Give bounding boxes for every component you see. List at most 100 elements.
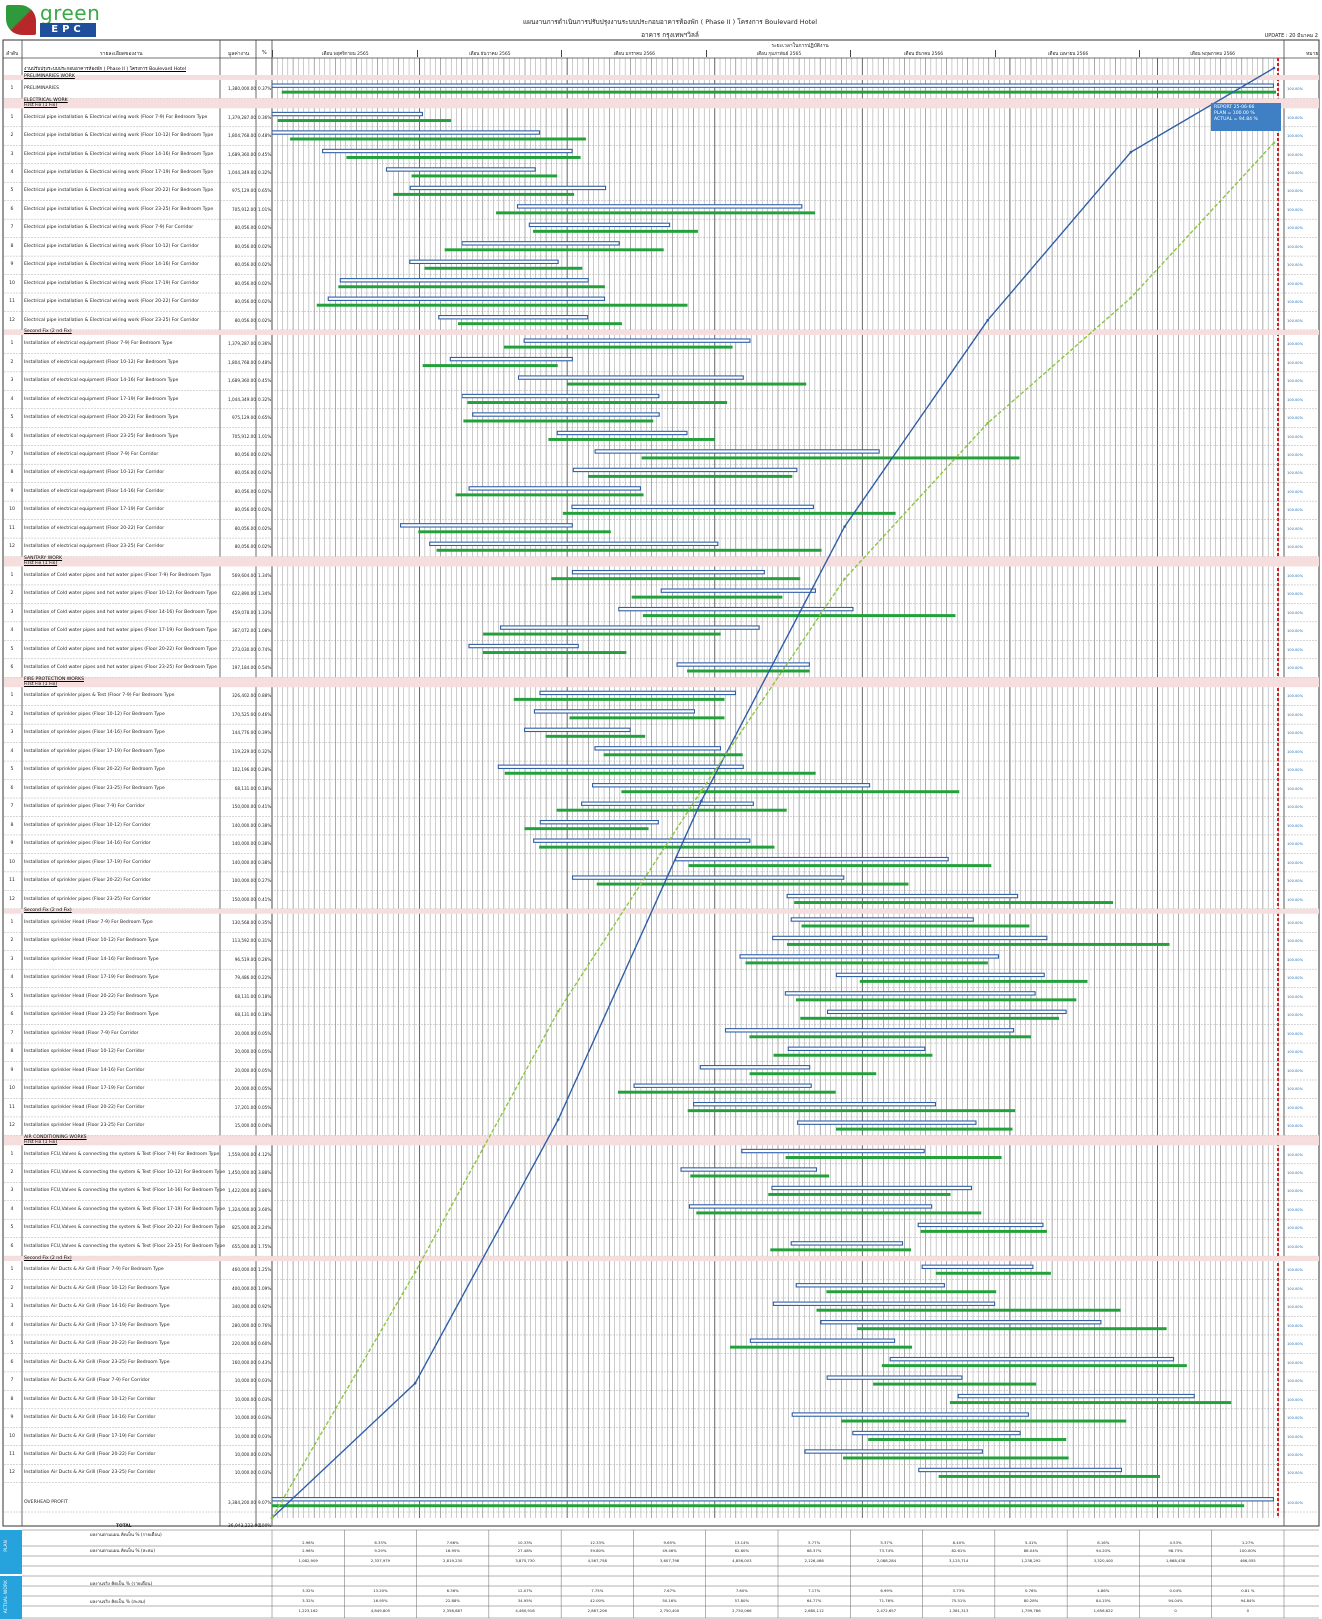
col-item-header: รายละเอียดของงาน: [100, 51, 143, 57]
task-number: 5: [10, 1225, 14, 1231]
task-number: 4: [10, 1322, 14, 1328]
task-value: 68,131.00: [234, 785, 256, 791]
actual-bar: [562, 511, 896, 515]
task-value: 17,201.00: [234, 1104, 256, 1110]
task-progress-percent: 100.00%: [1287, 342, 1303, 347]
plan-bar: [539, 690, 737, 696]
plan-bar: [533, 709, 696, 714]
section-band: [4, 1256, 1319, 1262]
task-number: 10: [9, 1086, 15, 1092]
plan-bar: [524, 727, 631, 733]
task-name: Installation of electrical equipment (Fl…: [24, 378, 179, 384]
actual-bar: [801, 924, 1030, 928]
task-number: 3: [10, 956, 14, 962]
footer-cell-actual-monthly: 0.76%: [1024, 1588, 1038, 1593]
task-progress-percent: 100.00%: [1287, 666, 1303, 671]
footer-cell-plan-monthly: 2.96%: [302, 1540, 315, 1545]
actual-bar: [749, 1072, 877, 1076]
task-progress-percent: 100.00%: [1287, 712, 1303, 717]
footer-cell-plan-cum: 73.74%: [879, 1548, 894, 1553]
plan-bar: [339, 278, 589, 283]
task-number: 11: [9, 1452, 15, 1457]
actual-bar: [436, 548, 822, 552]
section-band: [4, 908, 1319, 914]
footer-cell-actual-amount: 1,381,313: [949, 1608, 969, 1613]
section-band: [4, 1135, 1319, 1141]
col-no-header: ลำดับ: [6, 51, 19, 57]
plan-bar: [271, 111, 423, 117]
actual-bar: [794, 901, 1114, 905]
task-value: 1,804,768.00: [228, 133, 256, 139]
task-progress-percent: 100.00%: [1287, 1105, 1303, 1110]
plan-bar: [571, 569, 765, 575]
report-actual: ACTUAL = 94.84 %: [1214, 117, 1258, 122]
task-number: 6: [10, 1243, 14, 1249]
plan-bar: [461, 241, 620, 246]
task-percent: 0.26%: [258, 956, 272, 962]
task-progress-percent: 100.00%: [1287, 207, 1303, 212]
task-value: 102,196.00: [232, 767, 256, 773]
task-progress-percent: 100.00%: [1287, 1471, 1303, 1476]
task-progress-percent: 100.00%: [1287, 1323, 1303, 1328]
schedule-subtitle: อาคาร กรุงเทพฯวิลล์: [641, 31, 699, 39]
total-pct: 100%: [259, 1524, 272, 1529]
footer-cell-actual-amount: 2,750,066: [732, 1608, 752, 1613]
task-percent: 0.48%: [258, 359, 272, 365]
task-progress-percent: 100.00%: [1287, 1124, 1303, 1129]
actual-bar: [596, 882, 909, 886]
task-number: 8: [10, 822, 14, 828]
task-number: 8: [10, 1049, 14, 1055]
task-name: Installation sprinkler Head (Floor 17-19…: [24, 975, 159, 981]
footer-cell-actual-monthly: 12.07%: [517, 1588, 533, 1593]
plan-bar: [618, 606, 854, 612]
task-value: 1,380,000.00: [228, 86, 256, 92]
footer-cell-actual-amount: 2,867,206: [587, 1608, 607, 1613]
task-percent: 1.01%: [258, 433, 272, 439]
plan-bar: [680, 1167, 818, 1172]
task-number: 1: [10, 1267, 14, 1273]
task-progress-percent: 100.00%: [1287, 545, 1303, 550]
logo-leaf-icon: [6, 5, 36, 35]
actual-bar: [338, 285, 605, 289]
task-value: 460,000.00: [232, 1267, 256, 1273]
plan-bar: [539, 819, 659, 825]
task-value: 80,056.00: [234, 488, 256, 494]
task-value: 975,129.00: [232, 415, 256, 421]
task-progress-percent: 100.00%: [1287, 508, 1303, 513]
section-title: First Fix (1 Fix): [24, 681, 58, 687]
month-label: เดือน เมษายน 2566: [994, 50, 1141, 57]
task-progress-percent: 100.00%: [1287, 1207, 1303, 1212]
footer-cell-actual-cum: 75.51%: [951, 1598, 966, 1603]
task-number: 8: [10, 243, 14, 249]
task-name: Installation sprinkler Head (Floor 23-25…: [24, 1012, 159, 1018]
task-value: 80,056.00: [234, 299, 256, 305]
footer-cell-actual-amount: 1,223,162: [298, 1608, 318, 1613]
plan-bar: [594, 746, 722, 751]
col-pct-header: %: [262, 50, 267, 56]
task-number: 6: [10, 1012, 14, 1018]
task-progress-percent: 100.00%: [1287, 1226, 1303, 1231]
footer-cell-actual-amount: 4,849,805: [370, 1608, 391, 1613]
task-name: Installation Air Ducts & Air Grill (Floo…: [24, 1359, 170, 1365]
task-name: Installation of sprinkler pipes (Floor 1…: [24, 841, 151, 847]
task-name: Installation of sprinkler pipes (Floor 7…: [24, 804, 145, 810]
task-number: 11: [9, 878, 15, 884]
task-number: 7: [10, 1030, 14, 1036]
task-number: 7: [10, 804, 14, 810]
task-value: 197,184.00: [232, 665, 256, 671]
task-percent: 0.74%: [258, 646, 272, 652]
footer-cell-actual-cum: 64.77%: [806, 1598, 822, 1603]
task-value: 1,804,768.00: [228, 359, 256, 365]
footer-cell-actual-cum: 84.15%: [1096, 1598, 1111, 1603]
footer-cell-plan-amount: 1,238,292: [1021, 1558, 1041, 1563]
footer-cell-plan-monthly: 5.77%: [808, 1540, 821, 1545]
footer-cell-plan-monthly: 8.16%: [1097, 1540, 1110, 1545]
task-progress-percent: 100.00%: [1287, 189, 1303, 194]
task-value: 150,000.00: [232, 804, 256, 810]
task-percent: 0.43%: [258, 1359, 272, 1365]
actual-point: [556, 1009, 560, 1013]
plan-bar: [409, 259, 559, 265]
task-percent: 0.02%: [258, 544, 272, 550]
actual-bar: [826, 1290, 997, 1294]
section-title: Second Fix (2 nd Fix): [24, 1255, 72, 1261]
